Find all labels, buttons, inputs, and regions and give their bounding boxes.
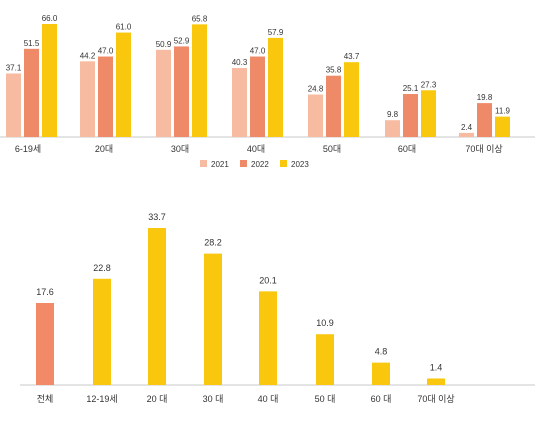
- data-label: 22.8: [93, 263, 111, 273]
- chart-age-by-year: 37.1 44.2 50.9 40.3 24.8 9.8 2.4 51.5 47.0 52.9 47…: [0, 14, 535, 169]
- data-label: 57.9: [268, 28, 284, 37]
- bar-2023-4: [344, 62, 359, 138]
- data-label: 50.9: [156, 40, 172, 49]
- bar-3: [204, 253, 222, 385]
- chart-age-overall: 17.6 22.8 33.7 28.2 20.1 10.9 4.8 1.4 전체 12-19세 20…: [20, 212, 535, 404]
- bar-2021-2: [156, 49, 171, 138]
- data-label: 4.8: [375, 347, 388, 357]
- data-label: 2.4: [461, 123, 473, 132]
- bar-2022-3: [250, 56, 265, 137]
- bar-2023-1: [116, 32, 131, 137]
- data-label: 19.8: [477, 93, 493, 102]
- category-label: 60대: [398, 144, 416, 154]
- bar-2023-0: [42, 24, 57, 137]
- category-label: 40대: [247, 144, 265, 154]
- bar-2021-3: [232, 68, 247, 137]
- data-label: 9.8: [387, 110, 399, 119]
- category-label: 30대: [171, 144, 189, 154]
- bar-2022-1: [98, 56, 113, 137]
- bar-2021-0: [6, 73, 21, 137]
- data-label: 66.0: [42, 14, 58, 23]
- data-label: 43.7: [344, 52, 360, 61]
- data-label: 40.3: [232, 58, 248, 67]
- data-label: 52.9: [174, 36, 190, 45]
- category-label: 70대 이상: [417, 394, 454, 404]
- data-label: 47.0: [250, 47, 266, 56]
- bar-0: [36, 303, 54, 385]
- data-label: 10.9: [316, 318, 334, 328]
- data-label: 35.8: [326, 66, 342, 75]
- legend-label: 2021: [211, 160, 229, 169]
- bar-2021-1: [80, 61, 95, 137]
- data-label: 28.2: [204, 238, 222, 248]
- data-label: 65.8: [192, 14, 208, 23]
- category-label: 50대: [323, 144, 341, 154]
- data-label: 11.9: [495, 107, 511, 116]
- bar-2022-5: [403, 94, 418, 137]
- legend-swatch: [240, 160, 247, 167]
- category-label: 50 대: [315, 394, 336, 404]
- bar-2022-4: [326, 75, 341, 137]
- category-label: 12-19세: [86, 394, 117, 404]
- bar-2023-6: [495, 116, 510, 137]
- bar-5: [316, 334, 334, 385]
- category-label: 30 대: [203, 394, 224, 404]
- category-label: 40 대: [258, 394, 279, 404]
- data-label: 1.4: [430, 362, 443, 372]
- data-label: 47.0: [98, 47, 114, 56]
- bar-2023-3: [268, 37, 283, 138]
- data-label: 27.3: [421, 80, 437, 89]
- category-label: 전체: [37, 394, 54, 404]
- category-label: 60 대: [371, 394, 392, 404]
- data-label: 61.0: [116, 23, 132, 32]
- legend-swatch: [280, 160, 287, 167]
- bar-2021-4: [308, 94, 323, 137]
- data-label: 25.1: [403, 84, 419, 93]
- legend-label: 2023: [291, 160, 309, 169]
- data-label: 51.5: [24, 39, 40, 48]
- bar-2023-2: [192, 24, 207, 138]
- legend-swatch: [200, 160, 207, 167]
- bar-2022-6: [477, 103, 492, 137]
- bar-6: [372, 362, 390, 385]
- bar-4: [259, 291, 277, 385]
- bar-2021-5: [385, 120, 400, 137]
- category-label: 20대: [95, 144, 113, 154]
- bar-2: [148, 228, 166, 385]
- bar-7: [427, 378, 445, 385]
- legend-label: 2022: [251, 160, 269, 169]
- category-label: 20 대: [147, 394, 168, 404]
- bar-1: [93, 278, 111, 385]
- data-label: 24.8: [308, 85, 324, 94]
- data-label: 44.2: [80, 51, 96, 60]
- category-label: 70대 이상: [465, 144, 502, 154]
- data-label: 33.7: [148, 212, 166, 222]
- bar-2023-5: [421, 90, 436, 137]
- bar-2021-6: [459, 132, 474, 137]
- category-label: 6-19세: [15, 144, 41, 154]
- bar-2022-0: [24, 48, 39, 137]
- data-label: 20.1: [259, 275, 277, 285]
- data-label: 17.6: [36, 287, 54, 297]
- bar-2022-2: [174, 46, 189, 137]
- data-label: 37.1: [6, 63, 22, 72]
